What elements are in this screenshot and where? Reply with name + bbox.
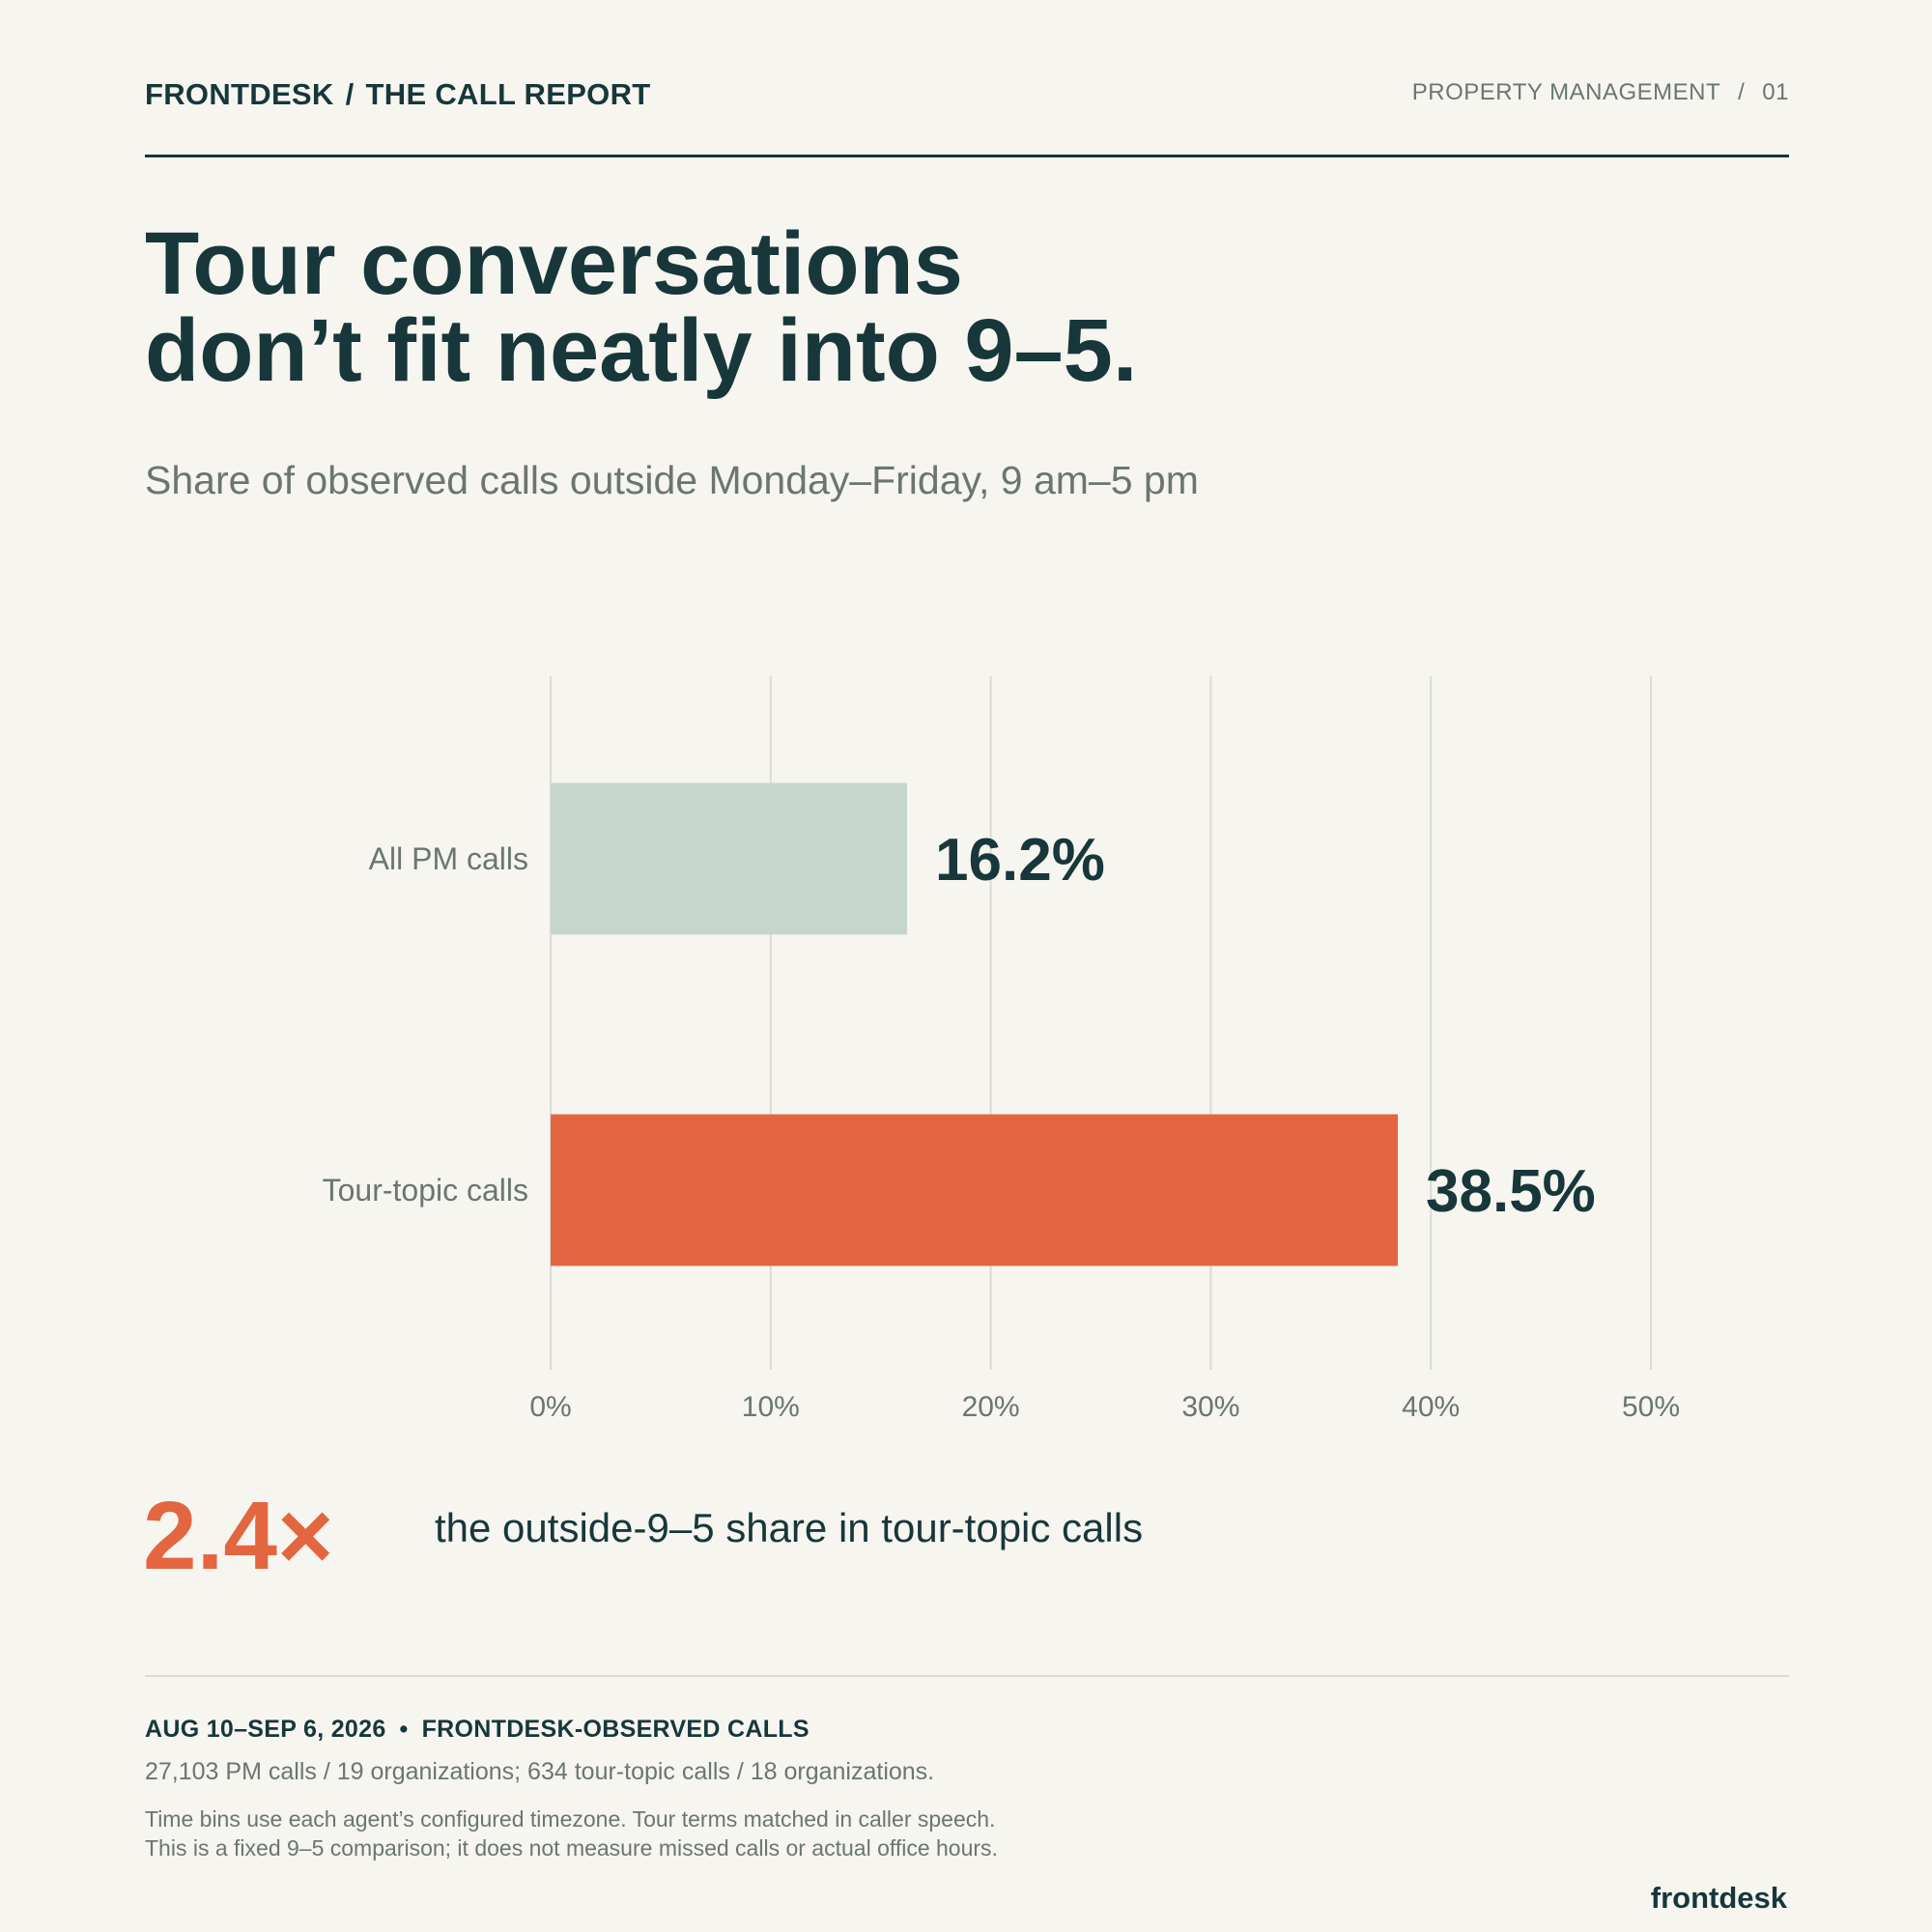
category-label: Tour-topic calls bbox=[323, 1173, 528, 1208]
value-label: 38.5% bbox=[1426, 1158, 1596, 1225]
bar-1 bbox=[551, 782, 908, 935]
footer-meta: AUG 10–SEP 6, 2026 • FRONTDESK-OBSERVED CA… bbox=[145, 1716, 810, 1744]
report-brand: FRONTDESK / THE CALL REPORT bbox=[145, 77, 651, 112]
meta-bullet: • bbox=[399, 1716, 409, 1743]
section-label: PROPERTY MANAGEMENT / 01 bbox=[1412, 79, 1789, 106]
x-tick-label: 10% bbox=[742, 1391, 800, 1423]
brand-name: FRONTDESK bbox=[145, 77, 334, 111]
x-tick-label: 40% bbox=[1402, 1391, 1460, 1423]
multiplier-stat: 2.4× bbox=[143, 1482, 334, 1590]
x-tick-label: 20% bbox=[962, 1391, 1020, 1423]
brand-separator: / bbox=[345, 77, 355, 111]
bar-2 bbox=[551, 1114, 1399, 1266]
value-label: 16.2% bbox=[935, 827, 1105, 894]
title-line-2: don’t fit neatly into 9–5. bbox=[145, 301, 1138, 400]
sample-counts: 27,103 PM calls / 19 organizations; 634 … bbox=[145, 1758, 935, 1785]
multiplier-caption: the outside-9–5 share in tour-topic call… bbox=[435, 1505, 1144, 1550]
bar-chart: 0% 10% 20% 30% 40% 50% All PM calls 16.2% Tour-t… bbox=[323, 676, 1680, 1423]
x-tick-label: 0% bbox=[529, 1391, 571, 1423]
header-divider bbox=[145, 155, 1789, 157]
note-line-2: This is a fixed 9–5 comparison; it does … bbox=[145, 1835, 998, 1861]
data-source: FRONTDESK-OBSERVED CALLS bbox=[421, 1716, 810, 1743]
chart-subtitle: Share of observed calls outside Monday–F… bbox=[145, 458, 1199, 502]
footer-divider bbox=[145, 1675, 1789, 1677]
section-name: PROPERTY MANAGEMENT bbox=[1411, 79, 1721, 105]
note-line-1: Time bins use each agent’s configured ti… bbox=[145, 1806, 996, 1832]
section-separator: / bbox=[1738, 79, 1746, 105]
report-name: THE CALL REPORT bbox=[365, 77, 651, 111]
x-tick-label: 30% bbox=[1181, 1391, 1239, 1423]
category-label: All PM calls bbox=[369, 841, 528, 876]
title-line-1: Tour conversations bbox=[145, 214, 963, 313]
page-number: 01 bbox=[1762, 79, 1789, 105]
x-tick-label: 50% bbox=[1622, 1391, 1680, 1423]
report-header: FRONTDESK / THE CALL REPORT PROPERTY MANAG… bbox=[145, 75, 1789, 114]
date-range: AUG 10–SEP 6, 2026 bbox=[145, 1716, 386, 1743]
methodology-note: Time bins use each agent’s configured ti… bbox=[145, 1804, 998, 1862]
page-title: Tour conversations don’t fit neatly into… bbox=[145, 214, 1787, 400]
frontdesk-logo: frontdesk bbox=[1650, 1881, 1787, 1915]
